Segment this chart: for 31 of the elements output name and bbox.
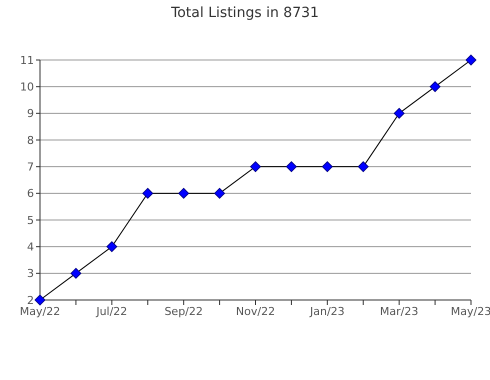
y-tick-label: 11 bbox=[20, 54, 34, 67]
y-tick-label: 6 bbox=[27, 187, 34, 200]
x-tick-label: Nov/22 bbox=[236, 304, 276, 318]
y-tick-label: 9 bbox=[27, 107, 34, 120]
point bbox=[286, 161, 297, 172]
point bbox=[358, 161, 369, 172]
x-tick-label: Mar/23 bbox=[380, 304, 418, 318]
point bbox=[322, 161, 333, 172]
point bbox=[178, 188, 190, 199]
x-tick-label: Jan/23 bbox=[308, 304, 345, 318]
point bbox=[142, 188, 154, 199]
point bbox=[34, 294, 46, 306]
y-tick-label: 5 bbox=[27, 214, 34, 227]
point bbox=[466, 54, 476, 66]
y-tick-label: 4 bbox=[27, 240, 34, 254]
point bbox=[70, 268, 82, 279]
point bbox=[394, 108, 405, 119]
y-tick-label: 2 bbox=[27, 294, 34, 307]
point bbox=[106, 241, 118, 252]
x-tick-label: Sep/22 bbox=[164, 304, 203, 318]
y-tick-label: 10 bbox=[20, 80, 34, 94]
point bbox=[430, 81, 440, 92]
point bbox=[214, 188, 225, 199]
x-tick-label: May/22 bbox=[20, 304, 60, 318]
x-tick-label: Jul/22 bbox=[95, 304, 128, 318]
chart-title: Total Listings in 8731 bbox=[170, 5, 320, 21]
point bbox=[250, 161, 261, 172]
y-tick-label: 3 bbox=[27, 267, 34, 280]
y-tick-label: 8 bbox=[27, 134, 34, 147]
x-tick-label: May/23 bbox=[450, 304, 490, 318]
y-tick-label: 7 bbox=[27, 160, 34, 174]
